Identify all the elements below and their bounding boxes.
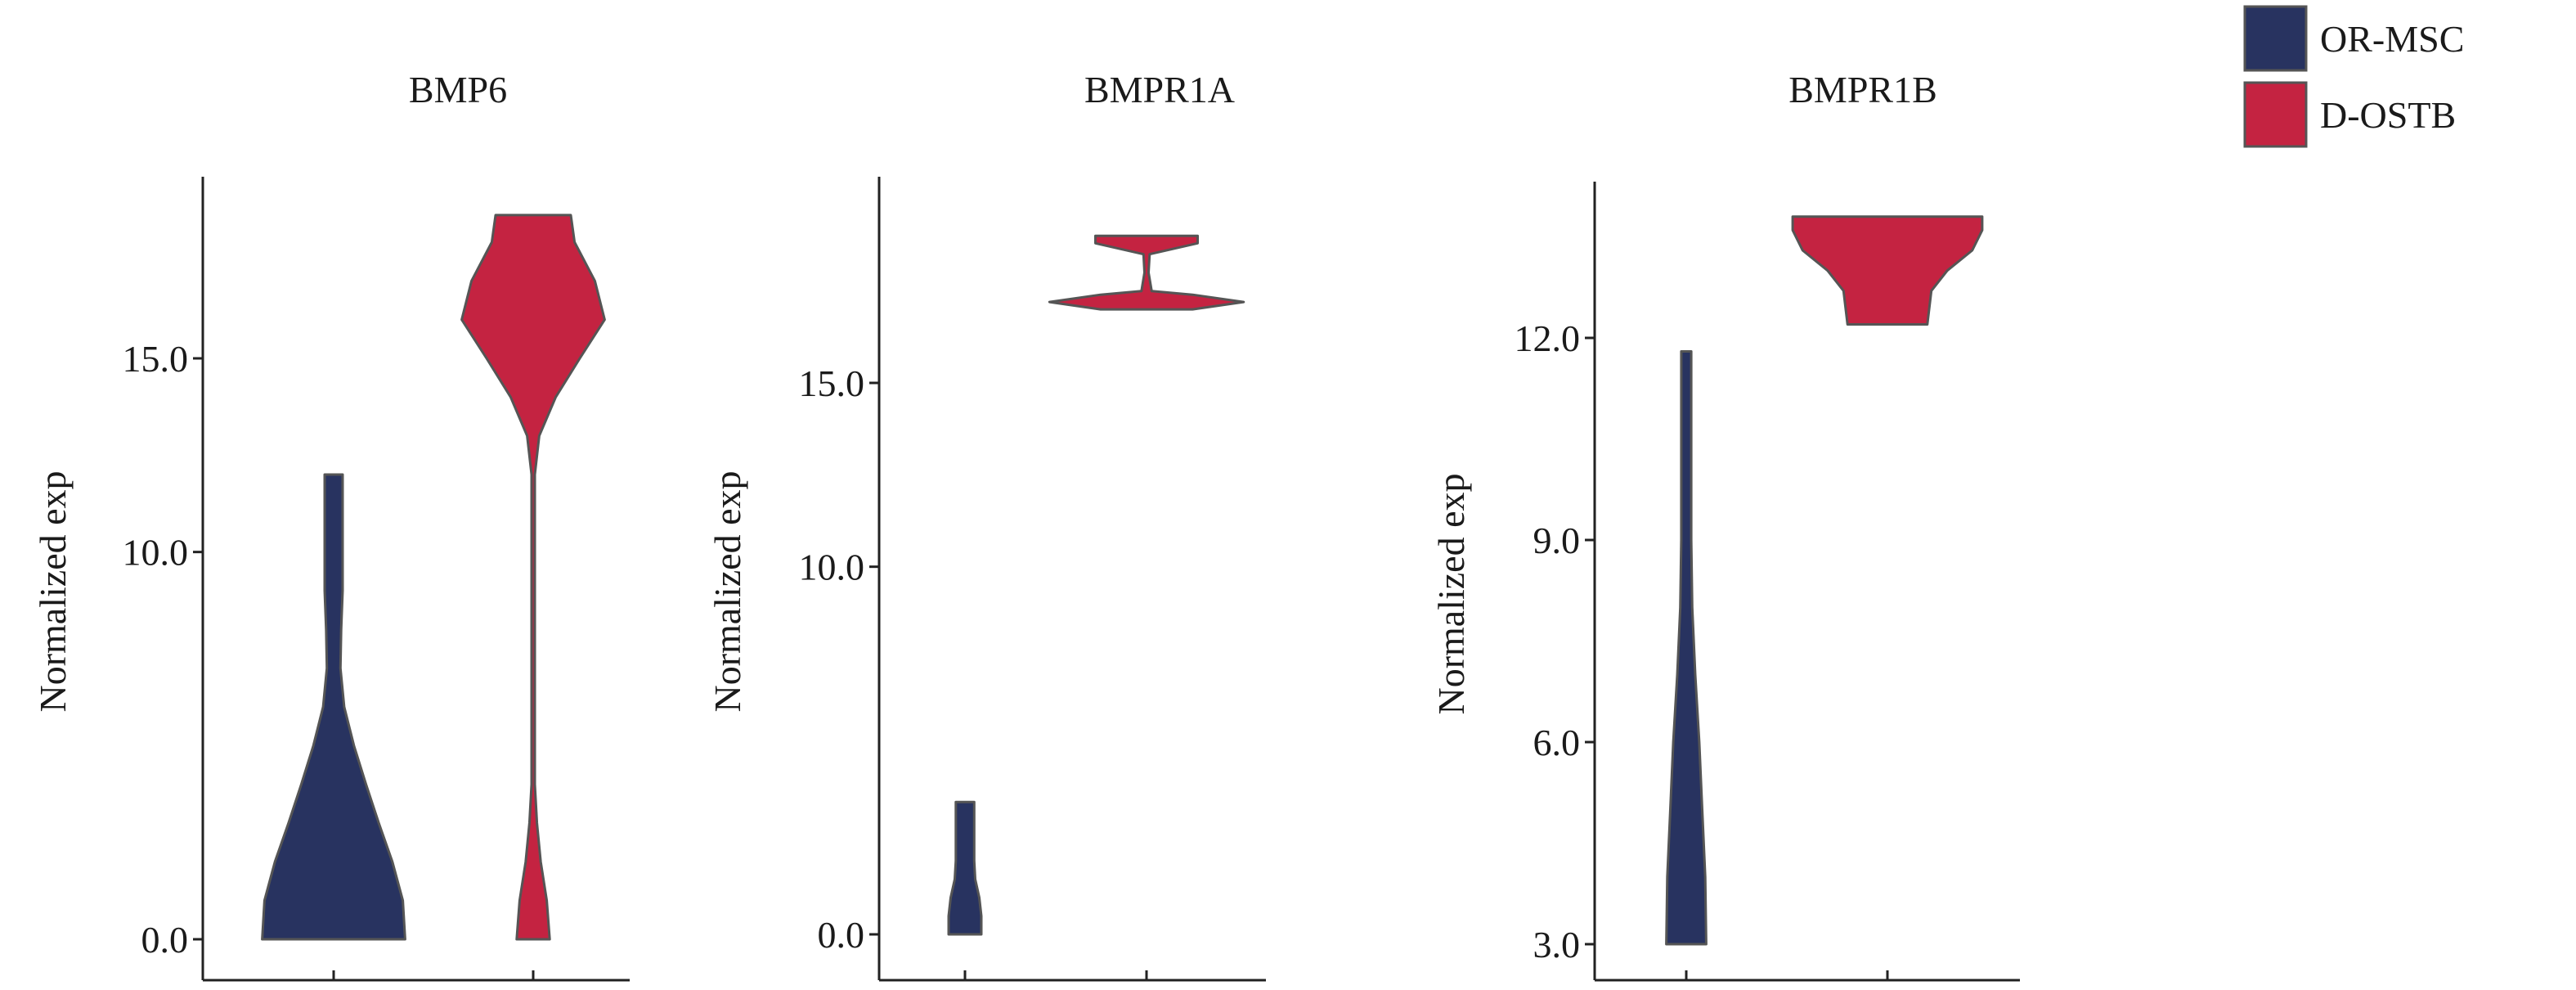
y-tick-label: 0.0 bbox=[141, 919, 189, 961]
panel-bmp6: BMP6 Normalized exp 0.0 10.0 15.0 bbox=[32, 69, 630, 982]
legend-label-or-msc: OR-MSC bbox=[2320, 18, 2464, 60]
legend: OR-MSC D-OSTB bbox=[2243, 5, 2464, 148]
panel-bmpr1b: BMPR1B Normalized exp 3.0 6.0 9.0 12.0 bbox=[1430, 69, 2020, 982]
violin-d-ostb bbox=[460, 214, 606, 941]
panel-bmpr1a: BMPR1A Normalized exp 0.0 10.0 15.0 bbox=[707, 69, 1266, 982]
panel-title: BMPR1A bbox=[1084, 69, 1235, 110]
panel-title: BMPR1B bbox=[1788, 69, 1937, 110]
y-tick-label: 0.0 bbox=[818, 914, 865, 956]
violin-d-ostb bbox=[1048, 234, 1245, 311]
y-tick-label: 15.0 bbox=[123, 338, 189, 380]
violin-or-msc bbox=[1665, 350, 1708, 946]
y-axis-label: Normalized exp bbox=[1430, 473, 1472, 714]
y-axis-label: Normalized exp bbox=[32, 470, 74, 712]
y-tick-label: 15.0 bbox=[799, 362, 865, 404]
y-tick-label: 10.0 bbox=[799, 547, 865, 588]
y-tick-label: 3.0 bbox=[1533, 924, 1581, 965]
violin-or-msc bbox=[947, 800, 983, 936]
legend-label-d-ostb: D-OSTB bbox=[2320, 94, 2456, 136]
y-tick-label: 9.0 bbox=[1533, 520, 1581, 561]
violin-d-ostb bbox=[1791, 215, 1984, 326]
y-tick-label: 6.0 bbox=[1533, 722, 1581, 763]
y-tick-label: 12.0 bbox=[1515, 317, 1581, 359]
legend-swatch-or-msc bbox=[2243, 5, 2308, 72]
y-axis-label: Normalized exp bbox=[707, 470, 748, 712]
y-tick-label: 10.0 bbox=[123, 532, 189, 574]
legend-swatch-d-ostb bbox=[2243, 81, 2308, 148]
panel-title: BMP6 bbox=[409, 69, 507, 110]
violin-or-msc bbox=[261, 473, 406, 941]
